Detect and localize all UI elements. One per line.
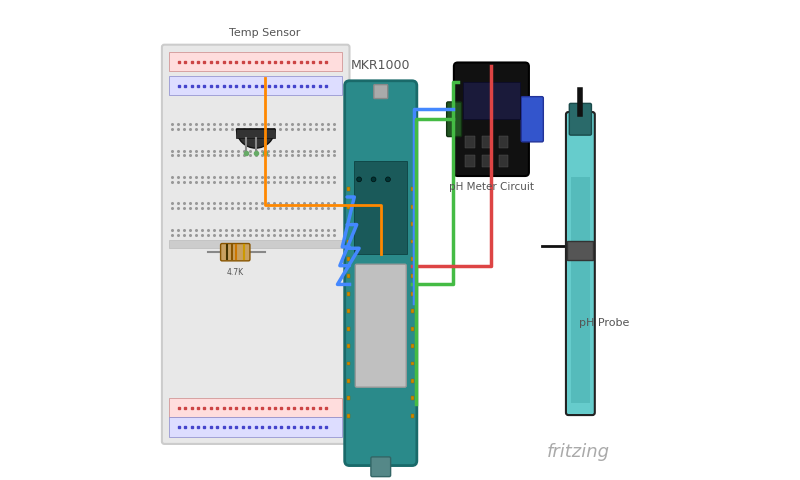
- Circle shape: [386, 178, 390, 182]
- Bar: [567, 241, 594, 260]
- Bar: [169, 77, 342, 96]
- Bar: [410, 414, 414, 418]
- Bar: [498, 137, 508, 149]
- Bar: [410, 396, 414, 400]
- Bar: [410, 257, 414, 261]
- FancyBboxPatch shape: [355, 264, 406, 387]
- FancyBboxPatch shape: [454, 63, 529, 177]
- Bar: [169, 398, 342, 418]
- FancyBboxPatch shape: [570, 104, 591, 136]
- Bar: [410, 362, 414, 366]
- Bar: [169, 241, 342, 249]
- Bar: [482, 156, 491, 168]
- Bar: [410, 223, 414, 227]
- Bar: [346, 223, 350, 227]
- FancyBboxPatch shape: [566, 113, 595, 415]
- Text: pH Meter Circuit: pH Meter Circuit: [449, 182, 534, 192]
- Bar: [410, 188, 414, 192]
- Bar: [346, 414, 350, 418]
- Bar: [410, 379, 414, 383]
- Bar: [169, 53, 342, 72]
- Bar: [410, 240, 414, 244]
- Bar: [346, 240, 350, 244]
- Bar: [237, 130, 275, 139]
- Bar: [410, 345, 414, 348]
- FancyBboxPatch shape: [374, 85, 388, 99]
- Bar: [354, 161, 407, 255]
- Bar: [346, 292, 350, 296]
- Bar: [346, 345, 350, 348]
- Bar: [346, 379, 350, 383]
- Bar: [346, 310, 350, 313]
- FancyBboxPatch shape: [371, 457, 390, 477]
- Bar: [462, 83, 520, 120]
- Circle shape: [371, 178, 376, 182]
- Bar: [410, 327, 414, 331]
- Bar: [465, 137, 474, 149]
- Text: MKR1000: MKR1000: [351, 59, 410, 72]
- Circle shape: [357, 178, 362, 182]
- FancyBboxPatch shape: [446, 103, 462, 137]
- Bar: [346, 188, 350, 192]
- FancyBboxPatch shape: [345, 82, 417, 466]
- Bar: [410, 275, 414, 279]
- FancyBboxPatch shape: [522, 97, 543, 143]
- Bar: [346, 396, 350, 400]
- Text: fritzing: fritzing: [546, 442, 610, 460]
- Bar: [346, 205, 350, 209]
- Wedge shape: [237, 130, 275, 149]
- Text: Temp Sensor: Temp Sensor: [229, 28, 301, 38]
- Bar: [465, 156, 474, 168]
- Bar: [410, 292, 414, 296]
- Bar: [482, 137, 491, 149]
- Bar: [570, 178, 590, 403]
- Bar: [410, 205, 414, 209]
- Bar: [498, 156, 508, 168]
- Text: 4.7K: 4.7K: [226, 267, 243, 276]
- FancyBboxPatch shape: [221, 244, 250, 261]
- Bar: [169, 418, 342, 437]
- Bar: [346, 257, 350, 261]
- Bar: [346, 362, 350, 366]
- FancyBboxPatch shape: [162, 46, 350, 444]
- Bar: [346, 327, 350, 331]
- Text: pH Probe: pH Probe: [579, 318, 630, 327]
- Bar: [410, 310, 414, 313]
- Bar: [346, 275, 350, 279]
